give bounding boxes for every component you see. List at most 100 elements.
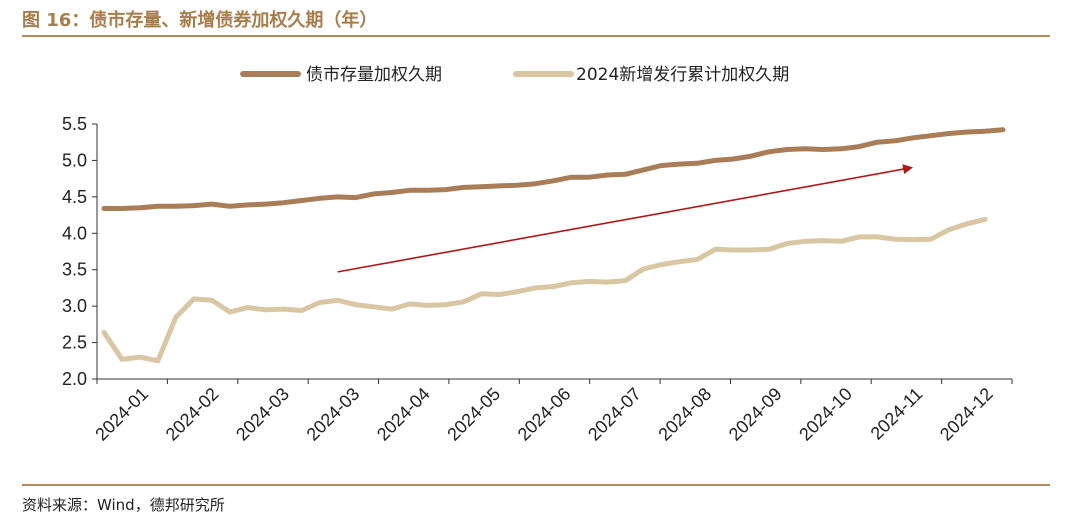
series-2-point [910, 237, 916, 242]
y-tick-label: 3.5 [62, 260, 87, 280]
series-1-point [982, 129, 988, 134]
series-1-point [839, 146, 844, 151]
series-2-point [587, 279, 592, 284]
series-1-point [335, 194, 340, 200]
series-2-point [461, 299, 466, 304]
series-2-point [533, 285, 538, 291]
series-line-2 [101, 216, 988, 364]
series-2-point [928, 236, 934, 242]
series-1-point [515, 183, 520, 188]
series-2-point [821, 238, 826, 243]
series-2-point [173, 314, 179, 320]
series-1-point [173, 204, 179, 209]
series-2-point [731, 247, 736, 253]
series-1-point [623, 172, 628, 177]
x-tick-label: 2024-10 [795, 384, 856, 445]
series-2-point [946, 227, 952, 232]
series-2-point [874, 234, 880, 240]
series-1-point [389, 190, 394, 195]
series-1-point [245, 202, 250, 208]
series-2-point [299, 308, 304, 313]
x-tick-label: 2024-01 [91, 384, 152, 445]
x-tick-label: 2024-09 [725, 384, 786, 445]
series-1-point [749, 153, 754, 159]
x-tick-label: 2024-11 [867, 384, 927, 444]
y-tick-label: 2.5 [62, 333, 87, 353]
x-tick-label: 2024-07 [584, 384, 645, 445]
series-2-point [803, 239, 808, 244]
series-2-point [749, 247, 754, 253]
series-1-point [928, 133, 934, 138]
series-1-point [677, 161, 682, 167]
series-2-point [695, 257, 700, 262]
series-1-point [101, 206, 107, 211]
series-1-point [857, 144, 862, 149]
series-2-point [191, 296, 197, 302]
y-tick-label: 5.5 [62, 114, 87, 134]
series-2-point [641, 266, 646, 272]
series-1-point [605, 172, 610, 178]
series-2-point [857, 234, 862, 240]
x-tick-label: 2024-12 [936, 384, 997, 445]
series-2-point [767, 247, 772, 252]
chart-legend: 债市存量加权久期 2024新增发行累计加权久期 [240, 65, 789, 85]
series-2-point [245, 305, 250, 310]
series-2-point [569, 280, 574, 285]
series-2-point [317, 300, 322, 305]
series-2-point [137, 354, 143, 360]
series-2-point [605, 279, 610, 285]
series-1-point [155, 204, 161, 209]
series-1-point [803, 146, 808, 151]
title-rule [22, 35, 1050, 37]
series-1-point [371, 191, 376, 197]
series-1-point [497, 183, 502, 189]
series-1-point [551, 178, 556, 183]
y-tick-label: 4.0 [62, 223, 87, 243]
series-2-point [659, 262, 664, 267]
series-2-point [982, 217, 988, 222]
series-1-point [533, 181, 538, 186]
series-1-point [821, 147, 826, 152]
y-tick-label: 2.0 [62, 369, 87, 389]
series-1-point [443, 187, 448, 192]
series-2-point [155, 358, 161, 363]
series-2-point [677, 259, 682, 264]
series-1-point [263, 201, 268, 207]
series-1-point [137, 205, 143, 210]
series-1-point [227, 204, 233, 209]
figure-title: 图 16：债市存量、新增债券加权久期（年） [22, 10, 378, 31]
series-1-point [641, 167, 646, 173]
series-2-point [227, 309, 233, 315]
series-2-point [443, 302, 448, 307]
x-tick-label: 2024-02 [162, 384, 223, 445]
source-note: 资料来源：Wind，德邦研究所 [22, 496, 225, 514]
series-2-point [101, 330, 107, 335]
series-1-point [910, 135, 916, 140]
series-1-point [299, 198, 304, 203]
series-1-point [461, 185, 466, 190]
series-1-point [1000, 127, 1006, 132]
series-line-1 [101, 127, 1006, 211]
series-2-point [839, 239, 844, 244]
series-1-point [659, 163, 664, 168]
series-1-point [119, 206, 125, 211]
series-2-point [964, 221, 970, 226]
series-2-point [479, 291, 484, 296]
series-2-point [892, 236, 898, 242]
series-2-point [335, 298, 340, 303]
y-tick-label: 4.5 [62, 187, 87, 207]
series-1-point [479, 184, 484, 189]
series-2-point [623, 278, 628, 283]
series-2-point [353, 302, 358, 307]
series-2-point [281, 306, 286, 312]
series-1-point [892, 138, 898, 143]
series-1-point [874, 140, 880, 145]
series-2-point [407, 301, 412, 307]
y-tick-label: 3.0 [62, 296, 87, 316]
series-1-point [713, 158, 718, 163]
series-2-point [551, 284, 556, 289]
x-tick-label: 2024-08 [654, 384, 715, 445]
series-1-point [191, 203, 197, 208]
series-1-point [425, 188, 430, 193]
